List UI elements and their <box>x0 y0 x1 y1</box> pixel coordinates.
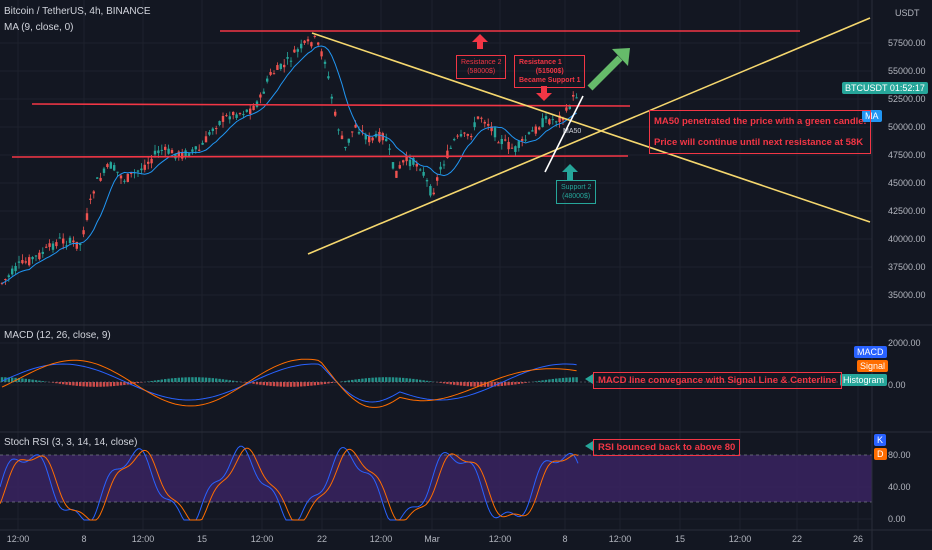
symbol-title[interactable]: Bitcoin / TetherUS, 4h, BINANCE <box>4 6 151 17</box>
price-label: 55000.00 <box>888 66 926 76</box>
k-legend-tag[interactable]: K <box>874 434 887 446</box>
resistance-2-arrow-icon <box>472 34 488 49</box>
signal-legend-tag[interactable]: Signal <box>857 360 889 372</box>
macd-axis-label: 2000.00 <box>888 338 921 348</box>
time-label: 22 <box>316 534 328 544</box>
main-note-line-2: Price will continue until next resistanc… <box>654 137 864 148</box>
time-label: 12:00 <box>488 534 512 544</box>
resistance-1-price: (51500$) <box>535 68 564 75</box>
resistance-1-line <box>31 103 631 107</box>
macd-histogram <box>0 377 578 387</box>
chart-grid <box>0 0 872 530</box>
stoch-band <box>0 455 872 502</box>
stoch-k-line <box>0 445 579 521</box>
stoch-axis-label: 80.00 <box>888 450 911 460</box>
resistance-2-label: Resistance 2 (58000$) <box>456 55 507 79</box>
stoch-title[interactable]: Stoch RSI (3, 3, 14, 14, close) <box>4 437 138 448</box>
price-label: 42500.00 <box>888 206 926 216</box>
time-label: 12:00 <box>250 534 274 544</box>
signal-line <box>1 358 577 408</box>
ma-line <box>1 45 577 285</box>
resistance-2-price: (58000$) <box>467 68 496 75</box>
price-label: 40000.00 <box>888 234 926 244</box>
ascending-trendline <box>307 17 871 255</box>
stoch-axis-label: 40.00 <box>888 482 911 492</box>
candlesticks <box>0 35 578 286</box>
support-2-label: Support 2 (48000$) <box>556 180 597 204</box>
ma50-cross-line <box>544 95 584 173</box>
macd-axis-label: 0.00 <box>888 380 906 390</box>
support-2-arrow-icon <box>562 164 578 180</box>
rsi-analysis-note: RSI bounced back to above 80 <box>593 439 741 456</box>
macd-note-arrow-icon <box>585 374 593 384</box>
price-tag-countdown: 01:52:17 <box>889 83 925 93</box>
ma-tag[interactable]: MA <box>862 110 882 122</box>
support-2-title: Support 2 <box>561 184 592 191</box>
macd-analysis-note: MACD line convegance with Signal Line & … <box>593 372 842 389</box>
time-label: 8 <box>562 534 568 544</box>
breakout-arrow-icon <box>587 48 630 91</box>
time-label: 15 <box>674 534 686 544</box>
stoch-axis-label: 0.00 <box>888 514 906 524</box>
time-label: 12:00 <box>6 534 30 544</box>
descending-trendline <box>311 32 871 223</box>
price-label: 50000.00 <box>888 122 926 132</box>
resistance-2-title: Resistance 2 <box>461 59 502 66</box>
rsi-note-arrow-icon <box>585 441 593 451</box>
time-label: 15 <box>196 534 208 544</box>
support-2-price: (48000$) <box>562 193 591 200</box>
price-label: 35000.00 <box>888 290 926 300</box>
time-label: 12:00 <box>608 534 632 544</box>
macd-line <box>1 363 577 403</box>
main-analysis-note: MA50 penetrated the price with a green c… <box>649 110 872 154</box>
ma50-label: MA50 <box>563 128 582 135</box>
time-label: 26 <box>852 534 864 544</box>
currency-label: USDT <box>895 8 920 18</box>
macd-legend-tag[interactable]: MACD <box>854 346 887 358</box>
time-label: Mar <box>424 534 440 544</box>
price-tag[interactable]: BTCUSDT 01:52:17 <box>842 82 928 94</box>
price-label: 37500.00 <box>888 262 926 272</box>
stoch-d-line <box>0 447 579 521</box>
price-label: 57500.00 <box>888 38 926 48</box>
time-label: 12:00 <box>369 534 393 544</box>
resistance-1-label: Resistance 1 (51500$) Became Support 1 <box>514 55 586 88</box>
price-tag-symbol: BTCUSDT <box>845 83 888 93</box>
price-label: 47500.00 <box>888 150 926 160</box>
time-label: 12:00 <box>728 534 752 544</box>
time-label: 22 <box>791 534 803 544</box>
resistance-1-arrow-icon <box>536 86 552 101</box>
histogram-legend-tag[interactable]: Histogram <box>840 374 888 386</box>
price-label: 45000.00 <box>888 178 926 188</box>
main-note-line-1: MA50 penetrated the price with a green c… <box>654 116 867 127</box>
macd-title[interactable]: MACD (12, 26, close, 9) <box>4 330 111 341</box>
resistance-1-title: Resistance 1 <box>519 59 562 66</box>
d-legend-tag[interactable]: D <box>874 448 887 460</box>
resistance-1-note: Became Support 1 <box>519 77 581 84</box>
time-label: 12:00 <box>131 534 155 544</box>
support-2-line <box>11 155 629 158</box>
price-label: 52500.00 <box>888 94 926 104</box>
time-label: 8 <box>81 534 87 544</box>
ma-indicator-label[interactable]: MA (9, close, 0) <box>4 22 74 33</box>
